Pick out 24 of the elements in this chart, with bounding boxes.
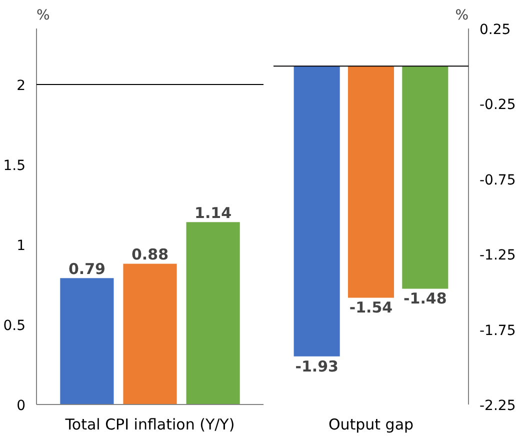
y-tick-label: 0 xyxy=(16,398,26,414)
data-label: -1.48 xyxy=(404,290,447,308)
y-tick-label: -0.25 xyxy=(480,97,516,114)
data-label: 0.88 xyxy=(131,246,169,264)
y-tick-label: -1.25 xyxy=(480,248,516,264)
data-label: 0.79 xyxy=(68,260,106,278)
bar xyxy=(186,222,240,404)
y-axis-title: % xyxy=(36,8,50,24)
y-axis-title: % xyxy=(455,8,469,24)
y-tick-label: 1 xyxy=(16,238,26,254)
data-label: -1.54 xyxy=(349,298,393,317)
y-tick-label: 0.5 xyxy=(3,318,26,334)
data-label: 1.14 xyxy=(194,204,232,222)
x-tick-label: Total CPI inflation (Y/Y) xyxy=(64,416,235,434)
y-tick-label: -2.25 xyxy=(480,398,516,414)
y-tick-label: -1.75 xyxy=(480,322,516,339)
data-label: -1.93 xyxy=(295,357,338,376)
y-tick-label: 2 xyxy=(16,78,26,94)
bar xyxy=(123,264,177,404)
y-tick-label: 1.5 xyxy=(3,158,26,174)
bar xyxy=(60,278,114,404)
y-tick-label: 0.25 xyxy=(480,22,511,38)
x-tick-label: Output gap xyxy=(328,416,414,434)
y-tick-label: -0.75 xyxy=(480,172,516,188)
